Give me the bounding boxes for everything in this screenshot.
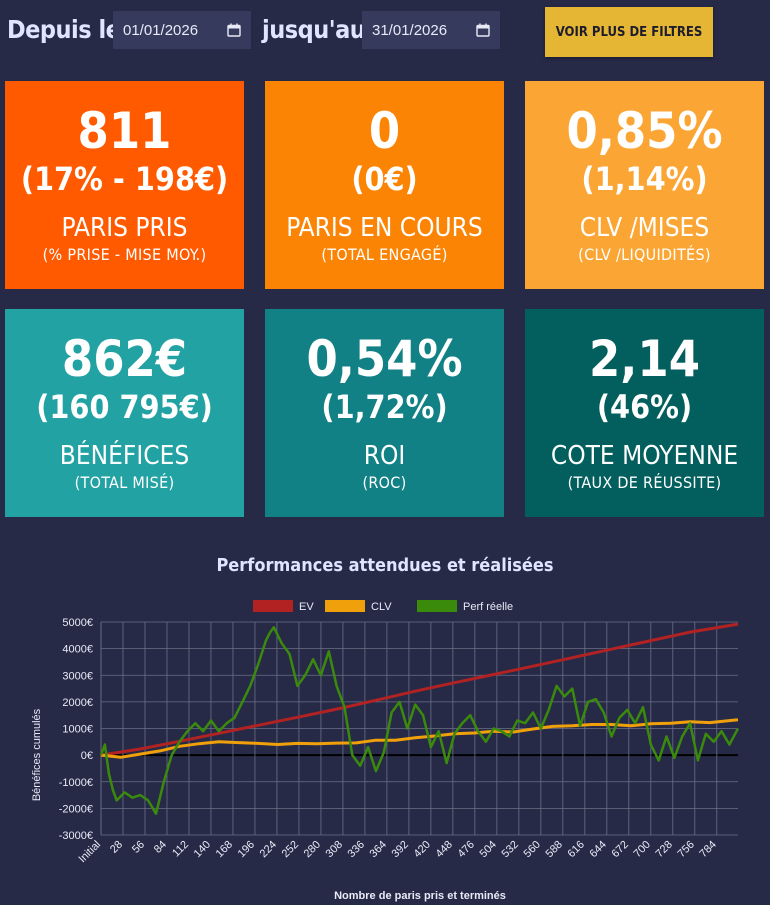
card-sublabel: (TOTAL ENGAGÉ) [321, 245, 448, 264]
series-line-ev [100, 622, 739, 757]
card-label: PARIS EN COURS [286, 213, 483, 243]
x-tick-label: 84 [152, 839, 169, 856]
card-sub-value: (160 795€) [36, 388, 213, 426]
x-tick-label: 392 [390, 839, 411, 860]
legend-swatch [253, 600, 293, 612]
card-main-value: 862€ [61, 330, 188, 388]
legend-item[interactable]: CLV [325, 600, 392, 613]
card-label: CLV /MISES [579, 213, 710, 243]
legend-swatch [417, 600, 457, 612]
calendar-icon[interactable] [476, 23, 490, 37]
card-sub-value: (1,14%) [581, 160, 708, 198]
legend-label: EV [299, 601, 314, 613]
series-line-perf-r-elle [99, 626, 740, 815]
card-sublabel: (CLV /LIQUIDITÉS) [578, 245, 711, 264]
card-sub-value: (0€) [351, 160, 418, 198]
y-tick-label: -1000€ [59, 777, 93, 789]
card-profit: 862€ (160 795€) BÉNÉFICES (TOTAL MISÉ) [5, 309, 244, 517]
series-line-clv [100, 718, 739, 759]
x-tick-label: 252 [280, 839, 301, 860]
chart-grid [100, 621, 738, 836]
x-tick-label: 756 [675, 839, 696, 860]
card-clv: 0,85% (1,14%) CLV /MISES (CLV /LIQUIDITÉ… [525, 81, 764, 289]
from-date-value: 01/01/2026 [123, 21, 199, 39]
date-filter-bar: Depuis le 01/01/2026 jusqu'au 31/01/2026… [0, 0, 770, 70]
y-tick-label: 1000€ [62, 724, 93, 736]
card-sub-value: (46%) [596, 388, 693, 426]
card-label: ROI [363, 441, 406, 471]
card-main-value: 0,85% [566, 102, 723, 160]
x-tick-label: 476 [456, 839, 477, 860]
x-tick-label: 504 [478, 839, 499, 860]
card-roi: 0,54% (1,72%) ROI (ROC) [265, 309, 504, 517]
legend-label: Perf réelle [463, 601, 513, 613]
card-bets-pending: 0 (0€) PARIS EN COURS (TOTAL ENGAGÉ) [265, 81, 504, 289]
card-sublabel: (ROC) [362, 473, 407, 492]
card-main-value: 2,14 [589, 330, 700, 388]
x-tick-label: 56 [130, 839, 147, 856]
x-tick-label: 28 [108, 839, 125, 856]
legend-item[interactable]: Perf réelle [417, 600, 513, 613]
card-sub-value: (17% - 198€) [20, 160, 229, 198]
card-average-odds: 2,14 (46%) COTE MOYENNE (TAUX DE RÉUSSIT… [525, 309, 764, 517]
x-tick-label: 168 [214, 839, 235, 860]
x-tick-label: Initial [76, 839, 103, 866]
y-tick-label: 0€ [81, 750, 93, 762]
performance-chart: EV CLV Perf réelle 5000€ 4000€ 3000€ 2000€ 100… [31, 600, 740, 902]
card-sub-value: (1,72%) [321, 388, 448, 426]
x-tick-label: 140 [192, 839, 213, 860]
from-label: Depuis le [7, 15, 121, 44]
y-tick-label: 4000€ [62, 644, 93, 656]
x-tick-label: 672 [609, 839, 630, 860]
x-tick-label: 448 [434, 839, 455, 860]
y-tick-label: -2000€ [59, 803, 93, 815]
card-label: PARIS PRIS [61, 213, 188, 243]
x-tick-label: 280 [302, 839, 323, 860]
x-tick-label: 728 [653, 839, 674, 860]
legend-label: CLV [371, 601, 392, 613]
from-date-input[interactable]: 01/01/2026 [113, 11, 251, 49]
x-tick-label: 196 [236, 839, 257, 860]
card-sublabel: (TOTAL MISÉ) [74, 473, 175, 492]
y-tick-label: -3000€ [59, 830, 93, 842]
legend-item[interactable]: EV [253, 600, 314, 613]
more-filters-button[interactable]: VOIR PLUS DE FILTRES [545, 7, 713, 57]
x-tick-label: 784 [697, 839, 718, 860]
calendar-icon[interactable] [227, 23, 241, 37]
x-axis-label: Nombre de paris pris et terminés [334, 890, 506, 902]
x-tick-label: 224 [258, 839, 279, 860]
card-label: COTE MOYENNE [550, 441, 739, 471]
to-label: jusqu'au [262, 15, 366, 44]
y-axis-label: Bénéfices cumulés [31, 708, 43, 801]
y-tick-label: 3000€ [62, 670, 93, 682]
x-tick-label: 644 [587, 839, 608, 860]
x-tick-label: 560 [522, 839, 543, 860]
to-date-input[interactable]: 31/01/2026 [362, 11, 500, 49]
y-tick-label: 5000€ [62, 617, 93, 629]
legend-swatch [325, 600, 365, 612]
card-sublabel: (% PRISE - MISE MOY.) [42, 245, 207, 264]
x-tick-label: 112 [170, 839, 191, 860]
x-axis-ticks: Initial 28 56 84 112 140 168 196 224 252 280 308 336… [76, 839, 718, 866]
card-main-value: 0 [368, 102, 401, 160]
x-tick-label: 420 [412, 839, 433, 860]
x-tick-label: 364 [368, 839, 389, 860]
card-label: BÉNÉFICES [59, 441, 190, 471]
x-tick-label: 336 [346, 839, 367, 860]
chart-title: Performances attendues et réalisées [216, 555, 554, 576]
x-tick-label: 308 [324, 839, 345, 860]
x-tick-label: 588 [543, 839, 564, 860]
x-tick-label: 700 [631, 839, 652, 860]
card-sublabel: (TAUX DE RÉUSSITE) [567, 473, 722, 492]
card-main-value: 0,54% [306, 330, 463, 388]
x-tick-label: 532 [500, 839, 521, 860]
to-date-value: 31/01/2026 [372, 21, 448, 39]
card-bets-taken: 811 (17% - 198€) PARIS PRIS (% PRISE - M… [5, 81, 244, 289]
chart-series [99, 622, 740, 815]
x-tick-label: 616 [565, 839, 586, 860]
card-main-value: 811 [77, 102, 172, 160]
y-tick-label: 2000€ [62, 697, 93, 709]
y-axis-ticks: 5000€ 4000€ 3000€ 2000€ 1000€ 0€ -1000€ -2000€ -… [59, 617, 93, 842]
chart-legend[interactable]: EV CLV Perf réelle [253, 600, 513, 613]
